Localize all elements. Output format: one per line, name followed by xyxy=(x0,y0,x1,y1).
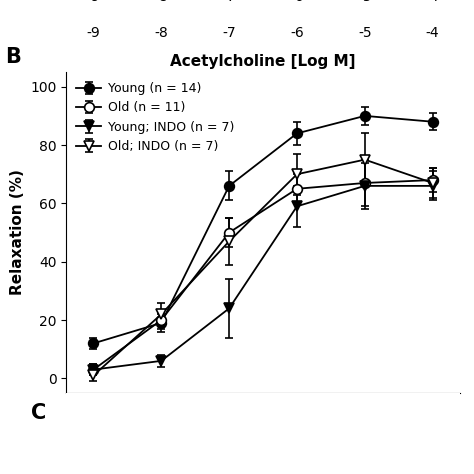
Text: -4: -4 xyxy=(426,26,439,40)
Text: -5: -5 xyxy=(358,26,372,40)
Text: -6: -6 xyxy=(290,26,304,40)
Text: -8: -8 xyxy=(155,26,168,40)
X-axis label: Acetylcholine [Log M]: Acetylcholine [Log M] xyxy=(170,422,356,437)
Text: B: B xyxy=(5,47,20,67)
Text: Acetylcholine [Log M]: Acetylcholine [Log M] xyxy=(170,54,356,69)
Text: -9: -9 xyxy=(87,26,100,40)
Y-axis label: Relaxation (%): Relaxation (%) xyxy=(9,170,25,295)
Text: -7: -7 xyxy=(222,26,236,40)
Text: C: C xyxy=(31,403,46,423)
Legend: Young (n = 14), Old (n = 11), Young; INDO (n = 7), Old; INDO (n = 7): Young (n = 14), Old (n = 11), Young; IND… xyxy=(73,78,238,156)
